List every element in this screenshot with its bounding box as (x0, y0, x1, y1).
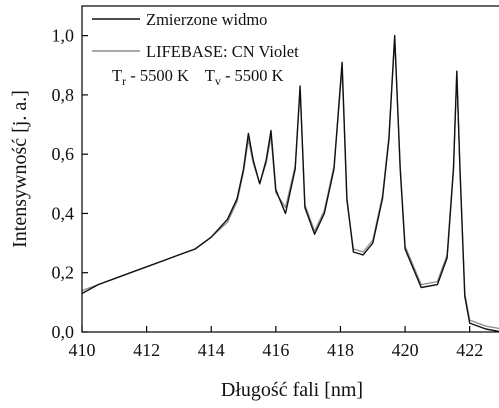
y-tick-label: 1,0 (52, 26, 75, 46)
legend-tr-subscript: r (122, 74, 126, 88)
x-tick-label: 416 (262, 340, 289, 360)
x-tick-label: 412 (133, 340, 160, 360)
y-axis-ticks: 0,0 0,2 0,4 0,6 0,8 1,0 (52, 26, 88, 342)
legend-label-measured: Zmierzone widmo (146, 10, 267, 29)
legend-tv-subscript: v (215, 74, 221, 88)
x-tick-label: 414 (198, 340, 225, 360)
x-tick-label: 418 (327, 340, 354, 360)
legend: Zmierzone widmo LIFEBASE: CN Violet Tr -… (92, 10, 299, 88)
x-tick-label: 410 (69, 340, 96, 360)
x-axis-ticks: 410 412 414 416 418 420 422 (69, 326, 483, 360)
plot-frame (81, 5, 499, 333)
series-layer (81, 34, 499, 333)
legend-tr-symbol: T (112, 66, 122, 85)
plot-area: 410 412 414 416 418 420 422 0,0 0,2 0,4 0,6 0,8 1,0 (52, 5, 499, 360)
legend-label-simulated: LIFEBASE: CN Violet (146, 42, 299, 61)
y-axis-title: Intensywność [j. a.] (9, 90, 31, 248)
y-tick-label: 0,4 (52, 203, 75, 223)
y-tick-label: 0,2 (52, 263, 75, 283)
x-tick-label: 422 (456, 340, 483, 360)
series-line-measured (81, 34, 499, 333)
y-tick-label: 0,6 (52, 144, 75, 164)
y-tick-label: 0,0 (52, 322, 75, 342)
x-tick-label: 420 (392, 340, 419, 360)
x-axis-title: Długość fali [nm] (221, 379, 363, 401)
legend-tv-symbol: T (205, 66, 215, 85)
legend-tr-value: - 5500 K (126, 66, 189, 85)
y-tick-label: 0,8 (52, 85, 75, 105)
legend-tv-value: - 5500 K (221, 66, 284, 85)
legend-temperatures: Tr - 5500 K Tv - 5500 K (112, 66, 284, 88)
